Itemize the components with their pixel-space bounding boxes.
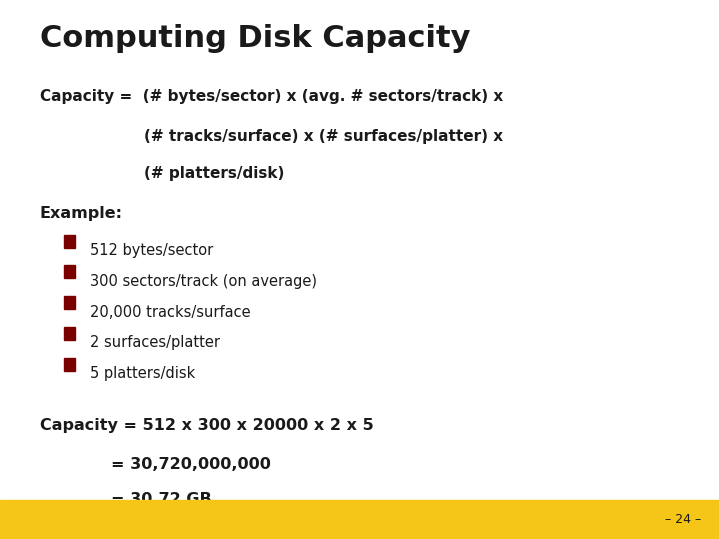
Text: Example:: Example: xyxy=(40,206,122,222)
Bar xyxy=(64,234,75,247)
Text: 20,000 tracks/surface: 20,000 tracks/surface xyxy=(90,305,250,320)
Bar xyxy=(64,327,75,340)
Text: – 24 –: – 24 – xyxy=(665,513,701,526)
Bar xyxy=(0,500,719,539)
Bar xyxy=(64,357,75,370)
Text: (# platters/disk): (# platters/disk) xyxy=(144,166,284,181)
Text: Computing Disk Capacity: Computing Disk Capacity xyxy=(40,24,470,53)
Text: (# tracks/surface) x (# surfaces/platter) x: (# tracks/surface) x (# surfaces/platter… xyxy=(144,129,503,144)
Text: = 30.72 GB: = 30.72 GB xyxy=(111,492,212,507)
Text: Capacity = 512 x 300 x 20000 x 2 x 5: Capacity = 512 x 300 x 20000 x 2 x 5 xyxy=(40,418,373,433)
Bar xyxy=(64,265,75,278)
Text: 5 platters/disk: 5 platters/disk xyxy=(90,366,195,381)
Bar xyxy=(64,296,75,309)
Text: Capacity =  (# bytes/sector) x (avg. # sectors/track) x: Capacity = (# bytes/sector) x (avg. # se… xyxy=(40,89,503,104)
Text: 512 bytes/sector: 512 bytes/sector xyxy=(90,243,213,258)
Text: = 30,720,000,000: = 30,720,000,000 xyxy=(111,457,271,472)
Text: 300 sectors/track (on average): 300 sectors/track (on average) xyxy=(90,274,317,289)
Text: 2 surfaces/platter: 2 surfaces/platter xyxy=(90,335,220,350)
